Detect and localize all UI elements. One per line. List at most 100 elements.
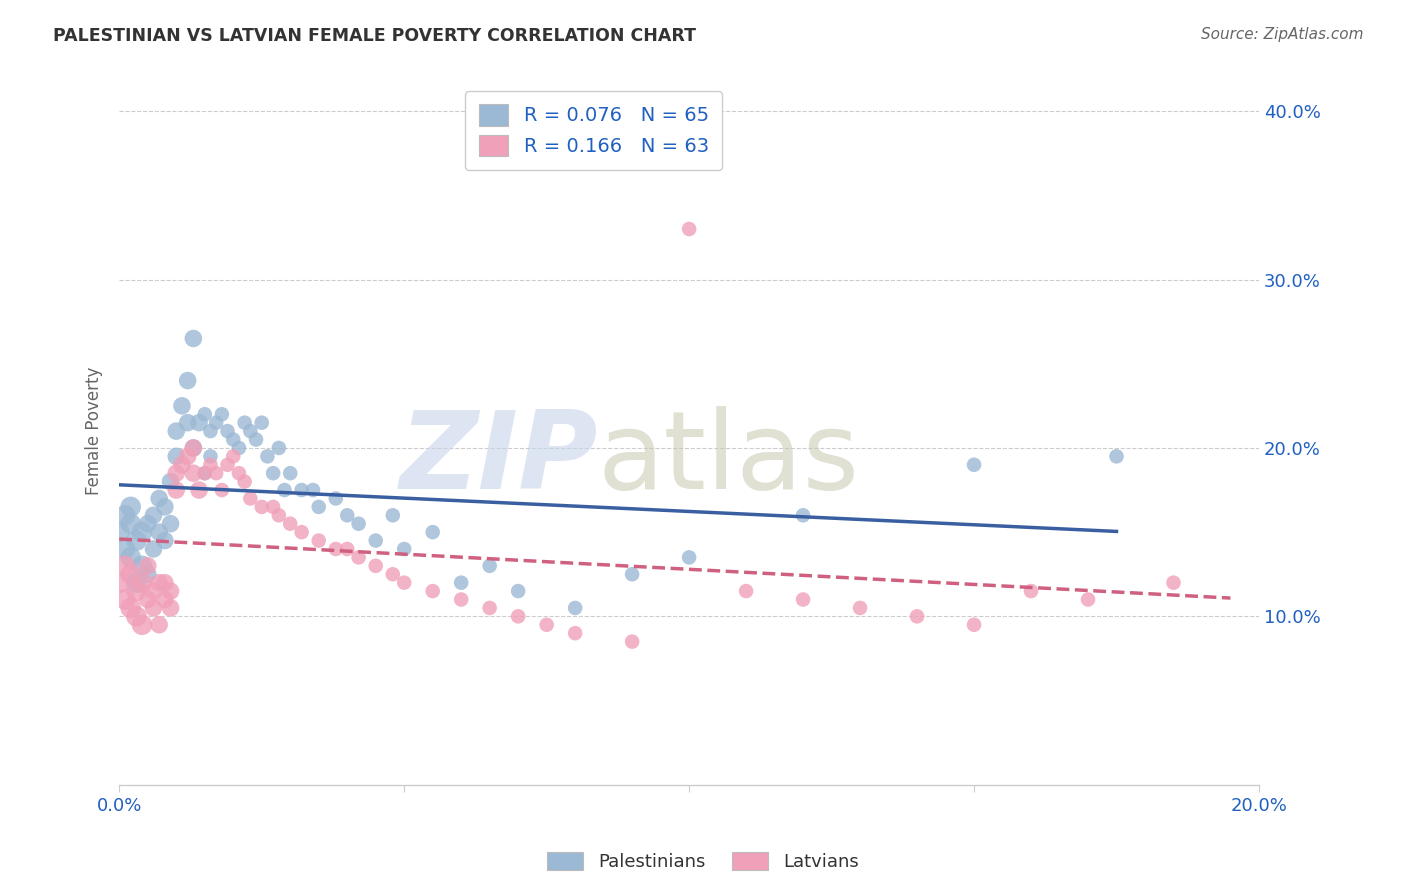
Point [245, 433, 267, 447]
Point [148, 525, 170, 540]
Point [131, 558, 153, 573]
Point [142, 541, 165, 556]
Point [183, 441, 205, 455]
Point [165, 424, 187, 438]
Point [125, 533, 148, 548]
Point [564, 626, 586, 640]
Point [450, 592, 472, 607]
Point [183, 441, 205, 455]
Point [233, 416, 256, 430]
Point [114, 558, 136, 573]
Point [621, 567, 644, 582]
Point [228, 441, 250, 455]
Point [153, 533, 176, 548]
Point [194, 466, 217, 480]
Point [125, 575, 148, 590]
Point [200, 458, 222, 472]
Point [211, 407, 233, 421]
Point [222, 433, 245, 447]
Point [1163, 575, 1185, 590]
Point [165, 466, 187, 480]
Point [256, 450, 278, 464]
Point [131, 525, 153, 540]
Point [250, 500, 273, 514]
Point [142, 601, 165, 615]
Point [120, 550, 142, 565]
Point [1105, 450, 1128, 464]
Point [153, 500, 176, 514]
Point [136, 592, 159, 607]
Point [136, 567, 159, 582]
Point [392, 541, 415, 556]
Point [678, 222, 700, 236]
Point [148, 491, 170, 506]
Point [183, 466, 205, 480]
Point [792, 592, 814, 607]
Point [153, 592, 176, 607]
Point [735, 584, 758, 599]
Point [200, 450, 222, 464]
Point [148, 617, 170, 632]
Point [131, 575, 153, 590]
Point [120, 567, 142, 582]
Text: PALESTINIAN VS LATVIAN FEMALE POVERTY CORRELATION CHART: PALESTINIAN VS LATVIAN FEMALE POVERTY CO… [53, 27, 696, 45]
Point [308, 500, 330, 514]
Point [165, 450, 187, 464]
Point [381, 567, 404, 582]
Point [205, 466, 228, 480]
Point [347, 516, 370, 531]
Point [188, 483, 211, 497]
Point [165, 483, 187, 497]
Text: atlas: atlas [598, 407, 860, 512]
Point [159, 584, 181, 599]
Text: Source: ZipAtlas.com: Source: ZipAtlas.com [1201, 27, 1364, 42]
Point [267, 508, 290, 523]
Text: ZIP: ZIP [399, 407, 598, 512]
Point [217, 458, 239, 472]
Point [217, 424, 239, 438]
Point [508, 609, 530, 624]
Point [381, 508, 404, 523]
Point [131, 617, 153, 632]
Point [564, 601, 586, 615]
Point [336, 541, 359, 556]
Point [308, 533, 330, 548]
Point [114, 508, 136, 523]
Point [148, 575, 170, 590]
Point [120, 500, 142, 514]
Point [273, 483, 295, 497]
Point [325, 491, 347, 506]
Point [536, 617, 558, 632]
Point [125, 584, 148, 599]
Point [142, 508, 165, 523]
Point [364, 533, 387, 548]
Point [508, 584, 530, 599]
Point [120, 516, 142, 531]
Y-axis label: Female Poverty: Female Poverty [86, 367, 103, 495]
Point [194, 407, 217, 421]
Point [170, 458, 193, 472]
Point [325, 541, 347, 556]
Point [136, 516, 159, 531]
Point [183, 331, 205, 345]
Point [267, 441, 290, 455]
Point [291, 483, 314, 497]
Point [159, 475, 181, 489]
Legend: Palestinians, Latvians: Palestinians, Latvians [540, 845, 866, 879]
Point [176, 374, 198, 388]
Point [176, 416, 198, 430]
Point [478, 558, 501, 573]
Point [963, 617, 986, 632]
Legend: R = 0.076   N = 65, R = 0.166   N = 63: R = 0.076 N = 65, R = 0.166 N = 63 [465, 91, 723, 170]
Point [125, 609, 148, 624]
Point [153, 575, 176, 590]
Point [1077, 592, 1099, 607]
Point [170, 399, 193, 413]
Point [336, 508, 359, 523]
Point [905, 609, 928, 624]
Point [136, 558, 159, 573]
Point [621, 634, 644, 648]
Point [262, 500, 284, 514]
Point [262, 466, 284, 480]
Point [347, 550, 370, 565]
